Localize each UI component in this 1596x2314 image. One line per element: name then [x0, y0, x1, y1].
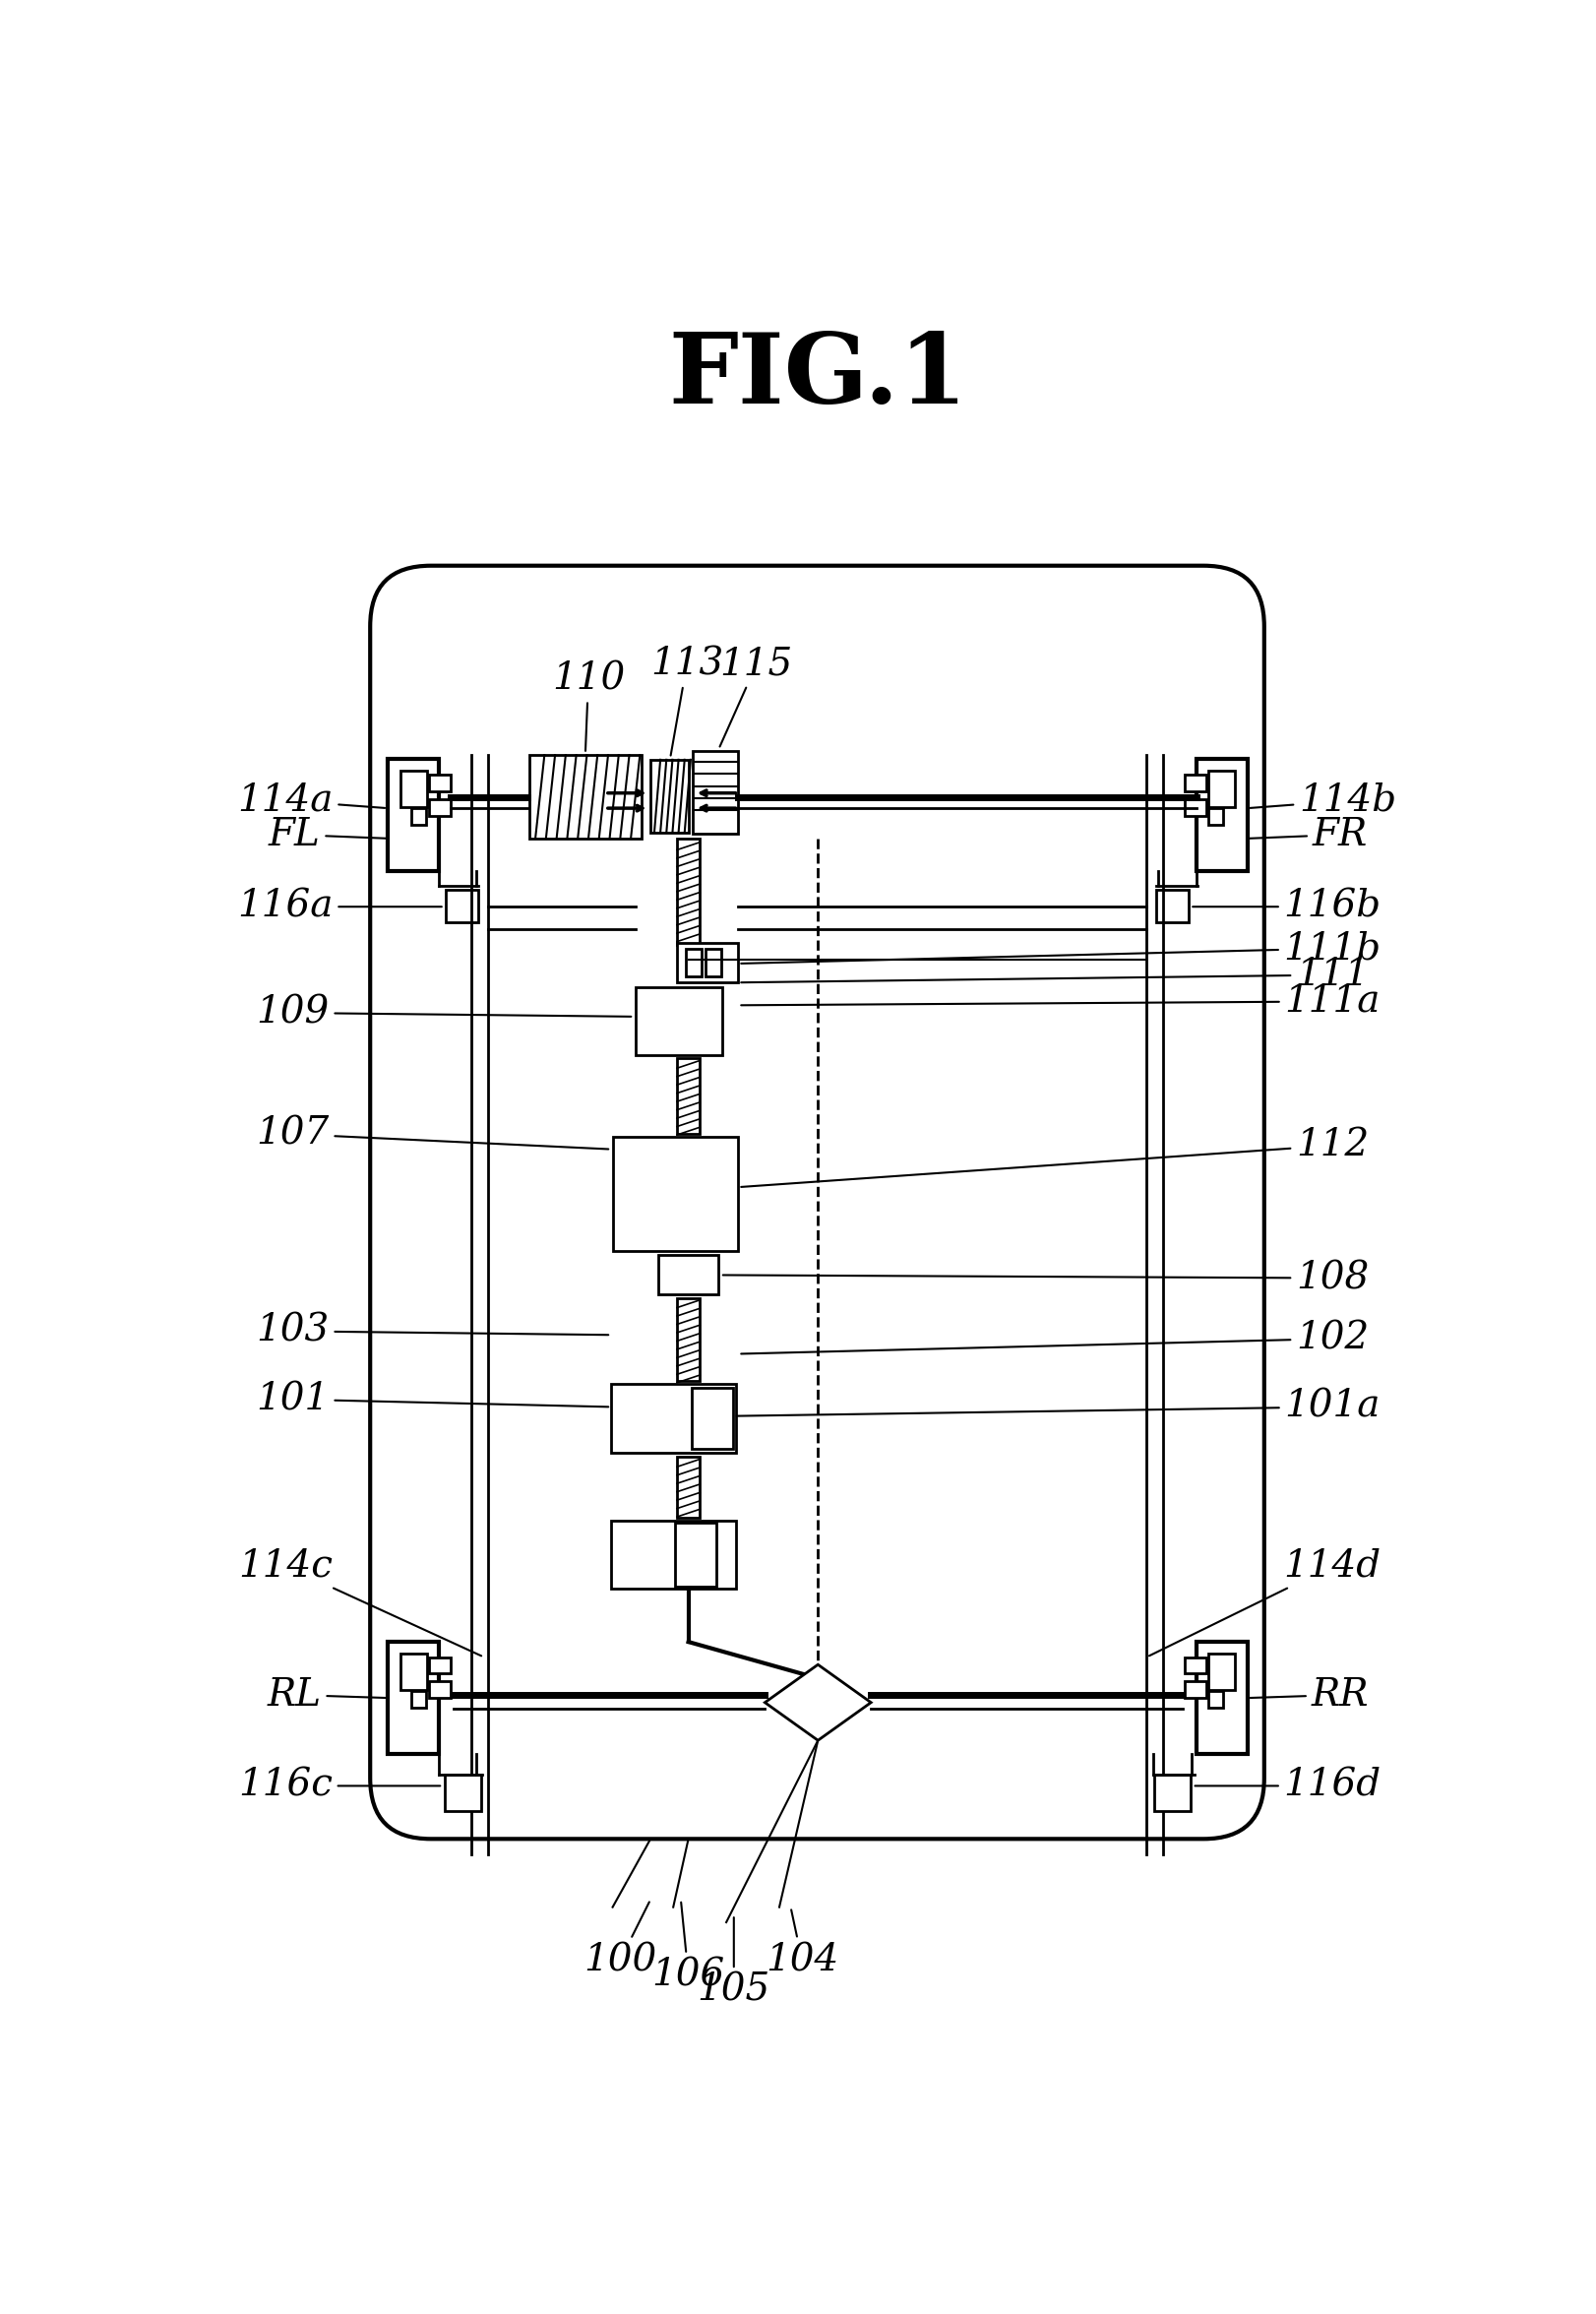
Bar	[1208, 771, 1235, 808]
Bar	[677, 1057, 699, 1134]
Text: 114d: 114d	[1149, 1548, 1381, 1657]
Text: 110: 110	[552, 662, 626, 752]
Bar	[429, 1682, 450, 1698]
Text: FR: FR	[1250, 817, 1368, 854]
Bar	[677, 1458, 699, 1518]
Bar	[1184, 775, 1207, 791]
Text: 111: 111	[741, 956, 1369, 993]
Text: 109: 109	[257, 995, 630, 1032]
Bar	[658, 1257, 718, 1296]
Bar	[1208, 808, 1223, 824]
Bar	[1208, 1652, 1235, 1689]
Bar	[651, 759, 688, 833]
Bar	[530, 754, 642, 838]
Text: 108: 108	[723, 1259, 1369, 1296]
Bar	[693, 750, 739, 833]
Bar	[1184, 1657, 1207, 1673]
Text: 116b: 116b	[1192, 889, 1381, 926]
Text: 114c: 114c	[238, 1548, 482, 1657]
Bar	[1154, 1775, 1191, 1812]
Bar	[412, 1692, 426, 1708]
Bar	[635, 988, 723, 1055]
Bar	[412, 808, 426, 824]
Text: 115: 115	[720, 646, 793, 747]
Text: 111b: 111b	[741, 930, 1381, 967]
Bar	[611, 1520, 736, 1590]
Bar	[401, 1652, 428, 1689]
Bar	[401, 771, 428, 808]
Bar	[611, 1384, 736, 1453]
Text: FIG.1: FIG.1	[669, 329, 967, 423]
Text: 111a: 111a	[741, 983, 1381, 1020]
Text: RR: RR	[1250, 1678, 1369, 1712]
Text: 114a: 114a	[238, 782, 385, 819]
Text: 100: 100	[584, 1902, 656, 1978]
Bar	[685, 949, 702, 977]
Bar	[675, 1523, 717, 1587]
Bar	[613, 1136, 737, 1252]
Text: 114b: 114b	[1250, 782, 1396, 819]
Bar	[444, 1775, 480, 1812]
Bar	[445, 891, 477, 921]
Text: 107: 107	[257, 1115, 608, 1152]
Bar	[677, 1298, 699, 1381]
Text: 105: 105	[697, 1918, 771, 2009]
Text: 116a: 116a	[238, 889, 442, 926]
Text: 106: 106	[651, 1902, 725, 1995]
Bar	[677, 944, 737, 983]
Bar	[1184, 1682, 1207, 1698]
Bar	[388, 759, 439, 870]
Text: 112: 112	[741, 1127, 1369, 1187]
Bar	[677, 838, 699, 944]
Text: 103: 103	[257, 1312, 608, 1349]
Bar	[705, 949, 721, 977]
Text: RL: RL	[267, 1678, 386, 1712]
Text: FL: FL	[268, 817, 388, 854]
Text: 102: 102	[741, 1321, 1369, 1356]
Bar	[429, 775, 450, 791]
Bar	[1157, 891, 1189, 921]
Polygon shape	[764, 1664, 871, 1740]
Bar	[429, 1657, 450, 1673]
Bar	[1208, 1692, 1223, 1708]
Text: 101: 101	[257, 1381, 608, 1418]
Text: 104: 104	[766, 1909, 838, 1978]
Text: 113: 113	[650, 646, 723, 754]
Bar	[1195, 1643, 1248, 1754]
Bar	[691, 1388, 733, 1449]
Text: 116d: 116d	[1195, 1768, 1381, 1805]
Text: 101a: 101a	[737, 1388, 1381, 1425]
Bar	[388, 1643, 439, 1754]
Text: 116c: 116c	[238, 1768, 440, 1805]
Bar	[1195, 759, 1248, 870]
Bar	[429, 798, 450, 817]
Bar	[1184, 798, 1207, 817]
